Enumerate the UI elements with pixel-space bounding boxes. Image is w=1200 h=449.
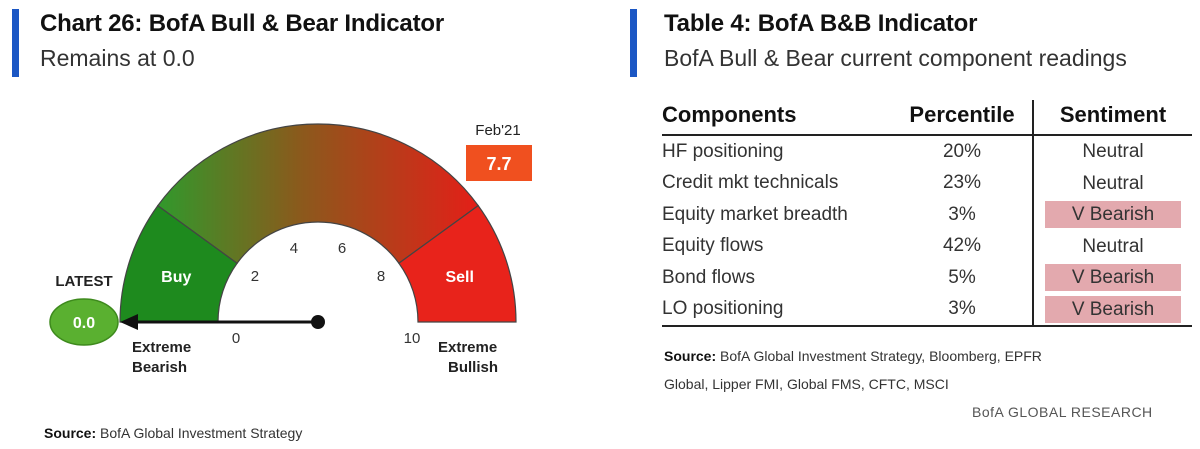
component-name: HF positioning xyxy=(662,140,784,162)
zone-label-buy: Buy xyxy=(161,269,191,286)
table-row: Equity flows 42% Neutral xyxy=(662,230,1192,262)
table-panel: Table 4: BofA B&B Indicator BofA Bull & … xyxy=(628,0,1200,449)
chart-source: Source: BofA Global Investment Strategy xyxy=(44,425,302,441)
table-header-row: Components Percentile Sentiment xyxy=(662,100,1192,136)
table-row: HF positioning 20% Neutral xyxy=(662,135,1192,168)
sentiment-value: Neutral xyxy=(1082,141,1144,163)
table-source-line1: BofA Global Investment Strategy, Bloombe… xyxy=(720,348,1042,364)
title-accent-bar xyxy=(12,9,19,77)
table-source-line2: Global, Lipper FMI, Global FMS, CFTC, MS… xyxy=(664,376,949,392)
marker-box xyxy=(466,145,532,181)
components-table: Components Percentile Sentiment HF posit… xyxy=(662,100,1192,327)
component-name: Bond flows xyxy=(662,266,755,288)
end-label-high: Extreme Bullish xyxy=(438,339,498,376)
end-label-low-line2: Bearish xyxy=(132,359,187,376)
component-name: Equity market breadth xyxy=(662,203,848,225)
source-label: Source: xyxy=(44,425,97,441)
component-name: Equity flows xyxy=(662,235,764,257)
end-label-high-line1: Extreme xyxy=(438,339,497,356)
table-title-accent-bar xyxy=(630,9,637,77)
tick-label: 4 xyxy=(290,240,298,257)
end-label-low: Extreme Bearish xyxy=(132,339,191,376)
chart-subtitle: Remains at 0.0 xyxy=(40,45,195,71)
percentile-value: 20% xyxy=(942,140,982,162)
chart-panel: Chart 26: BofA Bull & Bear Indicator Rem… xyxy=(0,0,590,449)
end-label-low-line1: Extreme xyxy=(132,339,191,356)
end-label-high-line2: Bullish xyxy=(448,359,498,376)
component-name: LO positioning xyxy=(662,293,892,327)
col-header-components: Components xyxy=(662,100,892,136)
gauge-needle-hub xyxy=(311,315,325,329)
marker-value: 7.7 xyxy=(486,154,511,174)
percentile-value: 3% xyxy=(948,203,976,225)
latest-label: LATEST xyxy=(55,273,112,290)
percentile-value: 5% xyxy=(948,266,976,288)
sentiment-value: Neutral xyxy=(1082,172,1144,194)
tick-label: 0 xyxy=(232,330,240,347)
table-row: Equity market breadth 3% V Bearish xyxy=(662,199,1192,231)
latest-value: 0.0 xyxy=(73,315,95,332)
gauge-zone-middle xyxy=(156,123,480,265)
table-title: Table 4: BofA B&B Indicator xyxy=(664,10,978,37)
col-header-percentile: Percentile xyxy=(892,100,1033,136)
sentiment-value: V Bearish xyxy=(1045,295,1181,323)
sentiment-value: V Bearish xyxy=(1045,201,1181,229)
table-row: Bond flows 5% V Bearish xyxy=(662,262,1192,294)
gauge-chart: 0 2 4 6 8 10 Buy Sell Extreme Bearish Extreme Bull… xyxy=(49,122,532,376)
tick-label: 10 xyxy=(404,330,421,347)
sentiment-value: Neutral xyxy=(1082,235,1144,257)
tick-label: 8 xyxy=(377,268,385,285)
tick-label: 2 xyxy=(251,268,259,285)
marker-label: Feb'21 xyxy=(475,122,520,139)
table-subtitle: BofA Bull & Bear current component readi… xyxy=(664,45,1127,71)
tick-label: 6 xyxy=(338,240,346,257)
table-row: Credit mkt technicals 23% Neutral xyxy=(662,167,1192,199)
source-text: BofA Global Investment Strategy xyxy=(100,425,303,441)
table-source: Source: BofA Global Investment Strategy,… xyxy=(664,348,1042,364)
component-name: Credit mkt technicals xyxy=(662,172,839,194)
percentile-value: 3% xyxy=(892,293,1033,327)
gauge-needle-head xyxy=(120,314,138,330)
percentile-value: 23% xyxy=(942,172,982,194)
col-header-sentiment: Sentiment xyxy=(1032,100,1192,136)
percentile-value: 42% xyxy=(942,235,982,257)
zone-label-sell: Sell xyxy=(445,269,473,286)
table-source-label: Source: xyxy=(664,348,717,364)
sentiment-value: V Bearish xyxy=(1045,264,1181,292)
latest-badge xyxy=(49,298,119,346)
gauge-zone-sell xyxy=(398,204,517,323)
table-row: LO positioning 3% V Bearish xyxy=(662,293,1192,327)
chart-title: Chart 26: BofA Bull & Bear Indicator xyxy=(40,10,444,37)
brand-footer: BofA GLOBAL RESEARCH xyxy=(972,404,1153,420)
